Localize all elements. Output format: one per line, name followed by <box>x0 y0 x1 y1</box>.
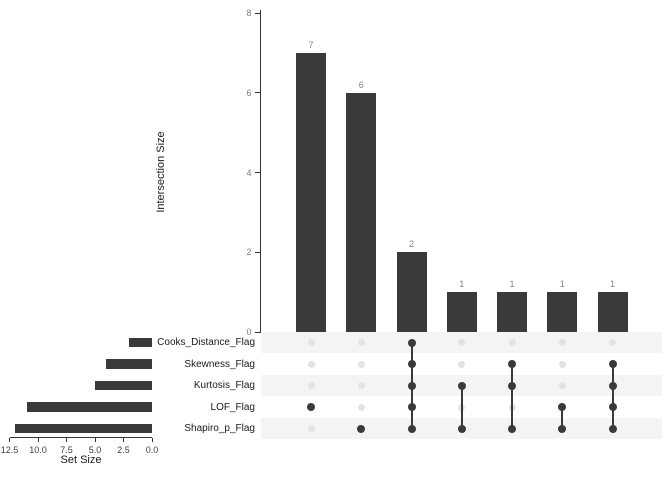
intersection-bar-value-label: 7 <box>308 39 314 50</box>
matrix-connector-line <box>511 364 513 429</box>
intersection-y-tick-mark <box>254 172 260 173</box>
set-row-label: Skewness_Flag <box>184 358 255 370</box>
matrix-dot-active <box>407 381 416 390</box>
matrix-dot-inactive <box>558 382 566 390</box>
intersection-bar-value-label: 6 <box>358 79 364 90</box>
set-x-tick-mark <box>123 437 124 442</box>
matrix-dot-inactive <box>458 339 466 347</box>
intersection-y-tick-label: 6 <box>246 87 252 98</box>
matrix-dot-active <box>457 424 466 433</box>
matrix-dot-active <box>407 403 416 412</box>
intersection-bar <box>597 292 628 332</box>
intersection-bar-value-label: 1 <box>459 279 465 290</box>
intersection-y-tick-label: 4 <box>246 167 252 178</box>
intersection-y-tick-mark <box>254 251 260 253</box>
intersection-bar-value-label: 1 <box>509 279 515 290</box>
matrix-dot-inactive <box>357 403 365 411</box>
matrix-connector-line <box>611 364 614 429</box>
matrix-dot-active <box>608 360 617 369</box>
set-row-label: Kurtosis_Flag <box>193 380 255 392</box>
matrix-dot-active <box>357 424 366 433</box>
matrix-dot-active <box>407 338 416 347</box>
matrix-dot-active <box>608 424 617 433</box>
matrix-dot-inactive <box>307 382 315 390</box>
matrix-dot-active <box>608 381 617 390</box>
set-x-tick-mark <box>37 437 39 442</box>
matrix-dot-inactive <box>558 339 566 347</box>
matrix-dot-active <box>558 403 567 412</box>
matrix-dot-active <box>307 403 315 412</box>
intersection-bar-value-label: 2 <box>408 239 414 250</box>
intersection-y-tick-mark <box>254 331 260 333</box>
set-row-label: LOF_Flag <box>210 401 255 413</box>
intersection-y-tick-mark <box>254 12 260 14</box>
intersection-bar <box>346 92 377 332</box>
matrix-dot-active <box>508 381 516 390</box>
intersection-y-tick-label: 0 <box>246 327 252 337</box>
intersection-bar <box>446 292 477 332</box>
intersection-bar-value-label: 1 <box>559 279 565 290</box>
set-size-bar <box>95 380 152 391</box>
set-x-tick-label: 10.0 <box>29 444 47 455</box>
matrix-dot-inactive <box>458 360 466 368</box>
matrix-dot-inactive <box>307 360 315 368</box>
matrix-dot-inactive <box>508 339 516 347</box>
matrix-connector-line <box>460 385 463 429</box>
matrix-dot-inactive <box>558 360 566 368</box>
set-size-bar <box>15 423 152 434</box>
set-x-tick-label: 0.0 <box>145 444 159 455</box>
matrix-dot-active <box>608 403 617 412</box>
intersection-bar <box>396 252 427 332</box>
set-x-tick-label: 12.5 <box>0 444 19 455</box>
intersection-bar <box>497 292 527 332</box>
set-axis-title: Set Size <box>60 454 102 466</box>
matrix-dot-active <box>407 424 416 433</box>
set-x-tick-mark <box>151 437 153 442</box>
intersection-y-axis-line <box>260 10 261 333</box>
set-x-tick-label: 5.0 <box>88 444 102 455</box>
set-size-bar <box>26 402 152 412</box>
intersection-bar-value-label: 1 <box>609 279 615 290</box>
matrix-dot-inactive <box>357 360 365 368</box>
set-size-bar <box>129 337 152 348</box>
matrix-dot-active <box>407 360 416 369</box>
matrix-dot-active <box>508 360 516 369</box>
set-x-tick-mark <box>9 437 10 442</box>
matrix-dot-active <box>508 424 516 433</box>
matrix-dot-inactive <box>307 339 315 347</box>
matrix-dot-inactive <box>609 339 616 347</box>
matrix-dot-inactive <box>307 425 315 433</box>
matrix-dot-inactive <box>357 339 365 347</box>
set-x-axis-line <box>9 436 152 438</box>
intersection-y-tick-label: 8 <box>246 8 252 18</box>
set-row-label: Cooks_Distance_Flag <box>157 337 255 349</box>
set-x-tick-mark <box>66 437 67 442</box>
intersection-y-tick-mark <box>254 92 260 94</box>
matrix-connector-line <box>561 407 564 429</box>
matrix-dot-inactive <box>357 382 365 390</box>
set-size-bar <box>106 359 152 369</box>
intersection-y-tick-label: 2 <box>246 247 252 258</box>
intersection-axis-title: Intersection Size <box>155 131 167 213</box>
intersection-bar <box>296 52 326 332</box>
set-x-tick-label: 2.5 <box>117 444 130 455</box>
intersection-bar <box>547 292 578 332</box>
set-x-tick-label: 7.5 <box>60 444 73 455</box>
set-row-label: Shapiro_p_Flag <box>184 423 255 435</box>
matrix-dot-active <box>457 381 466 390</box>
matrix-dot-active <box>558 424 567 433</box>
set-x-tick-mark <box>94 437 96 442</box>
